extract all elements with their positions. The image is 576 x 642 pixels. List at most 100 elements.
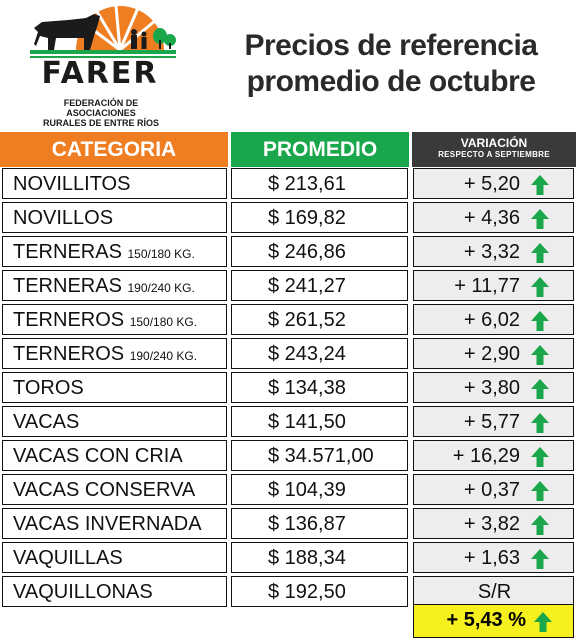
header-variation-title: VARIACIÓN bbox=[460, 136, 528, 150]
table-row: NOVILLITOS $ 213,61 + 5,20 bbox=[0, 168, 576, 202]
variation-value: + 0,37 bbox=[463, 479, 520, 501]
table-row: VACAS $ 141,50 + 5,77 bbox=[0, 406, 576, 440]
arrow-up-icon bbox=[531, 208, 549, 232]
logo-name: FARER bbox=[41, 56, 159, 91]
category-name: TOROS bbox=[13, 377, 84, 399]
category-name: TERNERAS bbox=[13, 275, 122, 297]
table-row: TERNEROS 190/240 KG. $ 243,24 + 2,90 bbox=[0, 338, 576, 372]
variation-value: + 5,20 bbox=[463, 173, 520, 195]
title-line1: Precios de referencia bbox=[244, 29, 538, 62]
category-name: VACAS bbox=[13, 411, 80, 433]
variation-cell: + 6,02 bbox=[413, 304, 574, 335]
variation-cell: + 3,32 bbox=[413, 236, 574, 267]
category-cell: VACAS INVERNADA bbox=[2, 508, 227, 539]
category-name: VACAS INVERNADA bbox=[13, 513, 202, 535]
category-name: VACAS CON CRIA bbox=[13, 445, 183, 467]
variation-value: + 6,02 bbox=[463, 309, 520, 331]
category-cell: TERNEROS 150/180 KG. bbox=[2, 304, 227, 335]
average-price-cell: $ 141,50 bbox=[231, 406, 408, 437]
category-name: TERNEROS bbox=[13, 343, 125, 365]
average-price-cell: $ 169,82 bbox=[231, 202, 408, 233]
header-average: PROMEDIO bbox=[231, 132, 409, 167]
price-table: CATEGORIA PROMEDIO VARIACIÓN RESPECTO A … bbox=[0, 132, 576, 610]
variation-value: + 5,77 bbox=[463, 411, 520, 433]
category-name: NOVILLOS bbox=[13, 207, 114, 229]
average-price-cell: $ 192,50 bbox=[231, 576, 408, 607]
average-price-cell: $ 241,27 bbox=[231, 270, 408, 301]
category-name: VAQUILLAS bbox=[13, 547, 123, 569]
average-price-cell: $ 188,34 bbox=[231, 542, 408, 573]
logo-subtitle-line2: RURALES DE ENTRE RÍOS bbox=[42, 118, 159, 128]
category-name: TERNERAS bbox=[13, 241, 122, 263]
category-cell: NOVILLOS bbox=[2, 202, 227, 233]
category-cell: TERNEROS 190/240 KG. bbox=[2, 338, 227, 369]
variation-cell: + 11,77 bbox=[413, 270, 574, 301]
average-price-cell: $ 246,86 bbox=[231, 236, 408, 267]
category-weight: 150/180 KG. bbox=[127, 247, 195, 261]
table-row: TERNERAS 190/240 KG. $ 241,27 + 11,77 bbox=[0, 270, 576, 304]
variation-value: + 1,63 bbox=[463, 547, 520, 569]
arrow-up-icon bbox=[531, 480, 549, 504]
table-row: VACAS CON CRIA $ 34.571,00 + 16,29 bbox=[0, 440, 576, 474]
arrow-up-icon bbox=[531, 276, 549, 300]
title-line2: promedio de octubre bbox=[246, 65, 536, 98]
category-cell: TERNERAS 150/180 KG. bbox=[2, 236, 227, 267]
table-row: TERNEROS 150/180 KG. $ 261,52 + 6,02 bbox=[0, 304, 576, 338]
category-cell: VAQUILLONAS bbox=[2, 576, 227, 607]
arrow-up-icon bbox=[531, 412, 549, 436]
variation-value: + 11,77 bbox=[454, 275, 520, 297]
variation-cell: + 3,80 bbox=[413, 372, 574, 403]
header-variation-subtitle: RESPECTO A SEPTIEMBRE bbox=[438, 150, 550, 159]
average-price-cell: $ 34.571,00 bbox=[231, 440, 408, 471]
logo-subtitle-line1: FEDERACIÓN DE ASOCIACIONES bbox=[63, 98, 139, 118]
arrow-up-icon bbox=[531, 446, 549, 470]
variation-cell: + 16,29 bbox=[413, 440, 574, 471]
category-name: TERNEROS bbox=[13, 309, 125, 331]
variation-cell: S/R bbox=[413, 576, 574, 607]
arrow-up-icon bbox=[531, 514, 549, 538]
variation-cell: + 2,90 bbox=[413, 338, 574, 369]
category-weight: 190/240 KG. bbox=[127, 281, 195, 295]
table-row: TOROS $ 134,38 + 3,80 bbox=[0, 372, 576, 406]
average-price-cell: $ 243,24 bbox=[231, 338, 408, 369]
category-weight: 190/240 KG. bbox=[129, 349, 198, 363]
variation-value: + 16,29 bbox=[452, 445, 520, 467]
average-price-cell: $ 261,52 bbox=[231, 304, 408, 335]
variation-cell: + 5,20 bbox=[413, 168, 574, 199]
variation-value: + 4,36 bbox=[463, 207, 520, 229]
variation-cell: + 4,36 bbox=[413, 202, 574, 233]
variation-value: + 3,80 bbox=[463, 377, 520, 399]
table-row: VAQUILLAS $ 188,34 + 1,63 bbox=[0, 542, 576, 576]
variation-note: S/R bbox=[477, 581, 512, 603]
average-price-cell: $ 213,61 bbox=[231, 168, 408, 199]
average-price-cell: $ 134,38 bbox=[231, 372, 408, 403]
category-cell: VAQUILLAS bbox=[2, 542, 227, 573]
cow-sunrise-logo-icon bbox=[30, 6, 176, 58]
arrow-up-icon bbox=[531, 548, 549, 572]
arrow-up-icon bbox=[531, 378, 549, 402]
arrow-up-icon bbox=[531, 310, 549, 334]
category-name: NOVILLITOS bbox=[13, 173, 131, 195]
table-body: NOVILLITOS $ 213,61 + 5,20 NOVILLOS $ 169,82… bbox=[0, 168, 576, 610]
variation-value: + 3,32 bbox=[463, 241, 520, 263]
category-cell: VACAS CONSERVA bbox=[2, 474, 227, 505]
table-row: VACAS CONSERVA $ 104,39 + 0,37 bbox=[0, 474, 576, 508]
average-price-cell: $ 104,39 bbox=[231, 474, 408, 505]
arrow-up-icon bbox=[531, 174, 549, 198]
total-value: + 5,43 % bbox=[446, 609, 526, 631]
table-row: NOVILLOS $ 169,82 + 4,36 bbox=[0, 202, 576, 236]
header-variation: VARIACIÓN RESPECTO A SEPTIEMBRE bbox=[412, 132, 576, 167]
category-name: VAQUILLONAS bbox=[13, 581, 153, 603]
table-row: VACAS INVERNADA $ 136,87 + 3,82 bbox=[0, 508, 576, 542]
variation-cell: + 3,82 bbox=[413, 508, 574, 539]
logo-subtitle: FEDERACIÓN DE ASOCIACIONES RURALES DE EN… bbox=[28, 98, 174, 128]
variation-cell: + 0,37 bbox=[413, 474, 574, 505]
table-row: TERNERAS 150/180 KG. $ 246,86 + 3,32 bbox=[0, 236, 576, 270]
table-header: CATEGORIA PROMEDIO VARIACIÓN RESPECTO A … bbox=[0, 132, 576, 168]
category-name: VACAS CONSERVA bbox=[13, 479, 196, 501]
category-cell: TERNERAS 190/240 KG. bbox=[2, 270, 227, 301]
category-cell: NOVILLITOS bbox=[2, 168, 227, 199]
variation-cell: + 5,77 bbox=[413, 406, 574, 437]
page-title: Precios de referencia promedio de octubr… bbox=[216, 28, 566, 100]
arrow-up-icon bbox=[534, 611, 552, 642]
